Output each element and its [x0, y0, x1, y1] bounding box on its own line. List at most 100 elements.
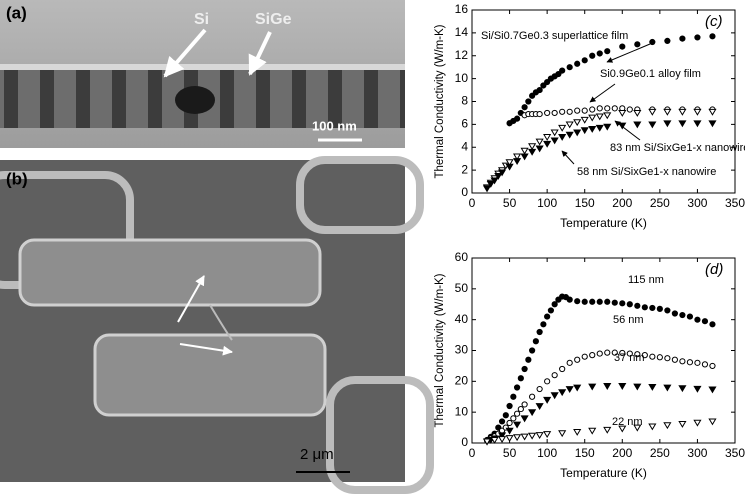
data-point	[498, 418, 506, 425]
data-point	[513, 115, 521, 122]
data-point	[574, 107, 581, 114]
data-point	[517, 375, 524, 382]
series-label: Si0.9Ge0.1 alloy film	[600, 68, 701, 80]
data-point	[603, 383, 612, 390]
data-point	[566, 108, 573, 115]
label-arrow	[589, 83, 616, 103]
series-label: 58 nm Si/SixGe1-x nanowire	[577, 166, 716, 178]
x-tick-label: 150	[575, 196, 595, 210]
data-point	[520, 153, 529, 161]
data-point	[558, 124, 567, 132]
data-point	[550, 129, 559, 137]
data-point	[656, 354, 663, 361]
data-point	[513, 434, 522, 442]
data-point	[573, 129, 582, 137]
data-point	[649, 304, 656, 312]
data-point	[580, 127, 589, 135]
data-point	[506, 402, 513, 410]
x-tick-label: 250	[650, 446, 670, 460]
y-tick-label: 30	[455, 343, 469, 357]
data-point	[634, 351, 641, 358]
panel-label: (b)	[6, 169, 28, 188]
data-point	[596, 298, 603, 305]
annotation: SiGe	[255, 11, 292, 28]
scale-label: 2 μm	[300, 446, 334, 463]
data-point	[573, 384, 582, 392]
data-point	[559, 365, 566, 373]
data-point	[521, 104, 528, 111]
x-axis-title: Temperature (K)	[560, 466, 647, 480]
data-point	[671, 356, 678, 363]
data-point	[588, 383, 597, 391]
data-point	[604, 349, 611, 356]
data-point	[678, 420, 687, 428]
data-point	[565, 121, 574, 129]
y-axis-title: Thermal Conductivity (W/m-K)	[434, 24, 446, 178]
data-point	[536, 328, 543, 336]
data-point	[543, 396, 552, 404]
y-axis-title: Thermal Conductivity (W/m-K)	[434, 273, 446, 427]
data-point	[648, 108, 657, 116]
series-label: 56 nm	[613, 314, 644, 326]
data-point	[708, 418, 717, 426]
label-arrow	[606, 43, 651, 63]
data-point	[529, 92, 536, 99]
x-axis-title: Temperature (K)	[560, 216, 647, 230]
data-point	[520, 433, 529, 441]
data-point	[589, 298, 596, 305]
data-point	[619, 349, 626, 357]
data-point	[536, 110, 543, 118]
data-point	[693, 108, 702, 116]
data-point	[566, 296, 573, 303]
data-point	[550, 392, 559, 400]
data-point	[604, 48, 611, 55]
data-point	[588, 126, 597, 133]
y-tick-label: 40	[455, 312, 469, 326]
micrograph-b: (b) 2 μm	[0, 156, 434, 494]
x-tick-label: 300	[687, 196, 707, 210]
data-point	[588, 427, 597, 435]
y-tick-label: 50	[455, 281, 469, 295]
data-point	[490, 177, 499, 185]
data-point	[694, 34, 701, 41]
chart: 0 2 4 6 8 10 12 14 16 0 50 100 150 200 250 300 350 Temper…	[434, 2, 745, 230]
series-label: 22 nm	[612, 416, 643, 428]
data-point	[505, 159, 514, 167]
data-point	[513, 410, 521, 417]
data-point	[595, 124, 604, 132]
data-point	[663, 108, 672, 116]
data-point	[520, 415, 529, 423]
data-point	[648, 383, 657, 391]
data-point	[633, 121, 642, 129]
data-point	[603, 123, 612, 131]
y-tick-label: 0	[461, 435, 468, 449]
data-point	[573, 429, 582, 436]
data-point	[671, 310, 678, 317]
data-point	[648, 121, 657, 129]
data-point	[619, 43, 626, 50]
data-point	[611, 349, 618, 356]
data-point	[559, 67, 566, 74]
data-point	[551, 109, 558, 117]
data-point	[566, 64, 573, 71]
chart: 0 10 20 30 40 50 60 0 50 100 150 200 250 300 350 Temper…	[434, 250, 745, 480]
data-point	[693, 120, 702, 128]
data-point	[581, 57, 588, 64]
data-point	[574, 356, 581, 363]
data-point	[588, 114, 597, 122]
data-point	[513, 153, 522, 161]
data-point	[596, 105, 603, 112]
data-point	[634, 41, 641, 48]
data-point	[686, 359, 694, 366]
data-point	[558, 389, 567, 397]
data-point	[529, 393, 536, 400]
data-point	[694, 316, 701, 323]
x-tick-label: 50	[503, 196, 517, 210]
data-point	[574, 298, 581, 305]
data-point	[540, 321, 547, 328]
data-point	[506, 419, 513, 427]
data-point	[510, 393, 517, 400]
data-point	[589, 52, 596, 59]
data-point	[502, 412, 509, 419]
x-tick-label: 0	[469, 446, 476, 460]
